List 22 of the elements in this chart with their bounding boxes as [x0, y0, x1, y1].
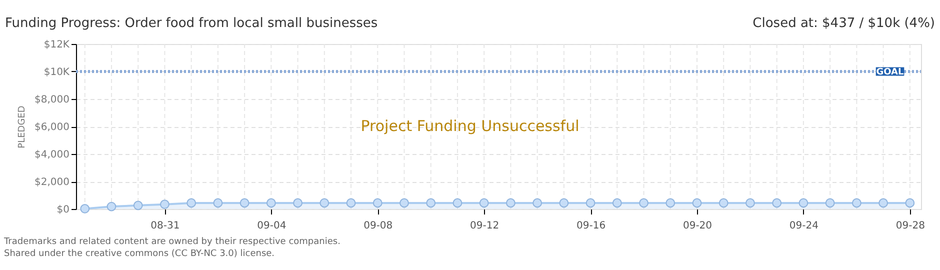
- x-tick-label: 09-24: [789, 220, 818, 232]
- x-tick-label: 09-20: [682, 220, 712, 232]
- x-tick-label: 09-16: [576, 220, 606, 232]
- x-tick-label: 09-08: [364, 220, 393, 232]
- y-tick-label: $2,000: [34, 177, 70, 188]
- chart-title: Funding Progress: Order food from local small businesses: [5, 16, 378, 31]
- text: Shared under the creative commons (CC BY-NC 3.0) license.: [4, 249, 275, 259]
- y-tick-label: $12K: [44, 40, 70, 50]
- y-tick-label: $6,000: [34, 122, 70, 133]
- text: Trademarks and related content are owned by their respective companies.: [3, 237, 340, 247]
- y-tick-label: $4,000: [34, 150, 70, 160]
- y-tick-label: $0: [56, 204, 70, 216]
- x-tick-label: 09-28: [896, 220, 925, 232]
- annotation: Project Funding Unsuccessful: [360, 117, 580, 135]
- ref-line-label: GOAL: [876, 68, 904, 78]
- x-tick-label: 08-31: [150, 220, 180, 232]
- x-tick-label: 09-04: [257, 220, 286, 232]
- y-tick-label: $8,000: [34, 94, 70, 106]
- x-tick-label: 09-12: [470, 220, 500, 232]
- text: Closed at: $437 / $10k (4%): [752, 16, 935, 31]
- y-tick-label: $10K: [44, 67, 70, 78]
- y-axis-title: PLEDGED: [18, 106, 28, 148]
